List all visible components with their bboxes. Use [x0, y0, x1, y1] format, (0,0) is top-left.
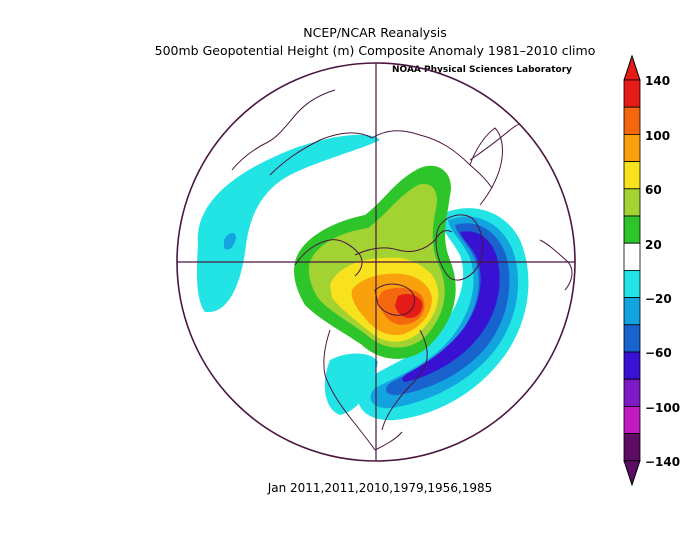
- anomaly-negative-atlantic-core: [402, 231, 500, 382]
- colorbar-label: 20: [645, 238, 662, 252]
- colorbar-bin: [623, 351, 641, 380]
- anomaly-negative-atlantic-inner: [386, 223, 510, 396]
- coastline-mediterranean: [539, 239, 573, 291]
- colorbar-bin: [623, 433, 641, 462]
- map-title-line-2: 500mb Geopotential Height (m) Composite …: [154, 43, 596, 58]
- coastline-hudson-bay: [374, 283, 416, 316]
- colorbar-label: 60: [645, 183, 662, 197]
- coastline-canada-arctic: [354, 229, 453, 256]
- colorbar-bin: [623, 134, 641, 163]
- coastline-na-west: [323, 329, 376, 451]
- colorbar-bin: [623, 297, 641, 326]
- anomaly-positive-120: [395, 294, 423, 318]
- colorbar-bin: [623, 378, 641, 407]
- coastline-central-america: [374, 431, 403, 451]
- colorbar: [623, 54, 641, 487]
- colorbar-bin: [623, 106, 641, 135]
- colorbar-bin: [623, 188, 641, 217]
- composite-years-caption: Jan 2011,2011,2010,1979,1956,1985: [267, 481, 493, 495]
- coastline-alaska: [294, 239, 363, 277]
- colorbar-bin: [623, 242, 641, 271]
- coastline-na-east: [381, 329, 428, 431]
- coastlines: [231, 89, 575, 451]
- colorbar-bin: [623, 79, 641, 108]
- coastline-scandinavia: [469, 127, 503, 206]
- colorbar-label: 140: [645, 74, 671, 88]
- colorbar-label: −60: [645, 346, 672, 360]
- coastline-greenland: [435, 214, 484, 281]
- colorbar-label: 100: [645, 129, 671, 143]
- anomaly-negative-pacific-core: [224, 232, 236, 250]
- colorbar-bin: [623, 324, 641, 353]
- anomaly-field: [196, 134, 529, 421]
- colorbar-bin: [623, 161, 641, 190]
- anomaly-negative-west-coast: [324, 353, 378, 415]
- coastline-europe: [469, 120, 575, 206]
- colorbar-top-arrow: [623, 54, 641, 81]
- colorbar-bin: [623, 405, 641, 434]
- coastline-siberia: [269, 130, 493, 189]
- colorbar-bin: [623, 269, 641, 298]
- credit-label: NOAA Physical Sciences Laboratory: [392, 65, 573, 75]
- colorbar-label: −100: [645, 401, 681, 415]
- map-title-line-1: NCEP/NCAR Reanalysis: [303, 25, 447, 40]
- colorbar-bin: [623, 215, 641, 244]
- colorbar-label: −20: [645, 292, 672, 306]
- colorbar-label: −140: [645, 455, 681, 469]
- colorbar-bottom-arrow: [623, 460, 641, 487]
- anomaly-negative-pacific: [196, 134, 380, 313]
- coastline-east-asia: [231, 89, 336, 171]
- polar-anomaly-map: [176, 62, 576, 462]
